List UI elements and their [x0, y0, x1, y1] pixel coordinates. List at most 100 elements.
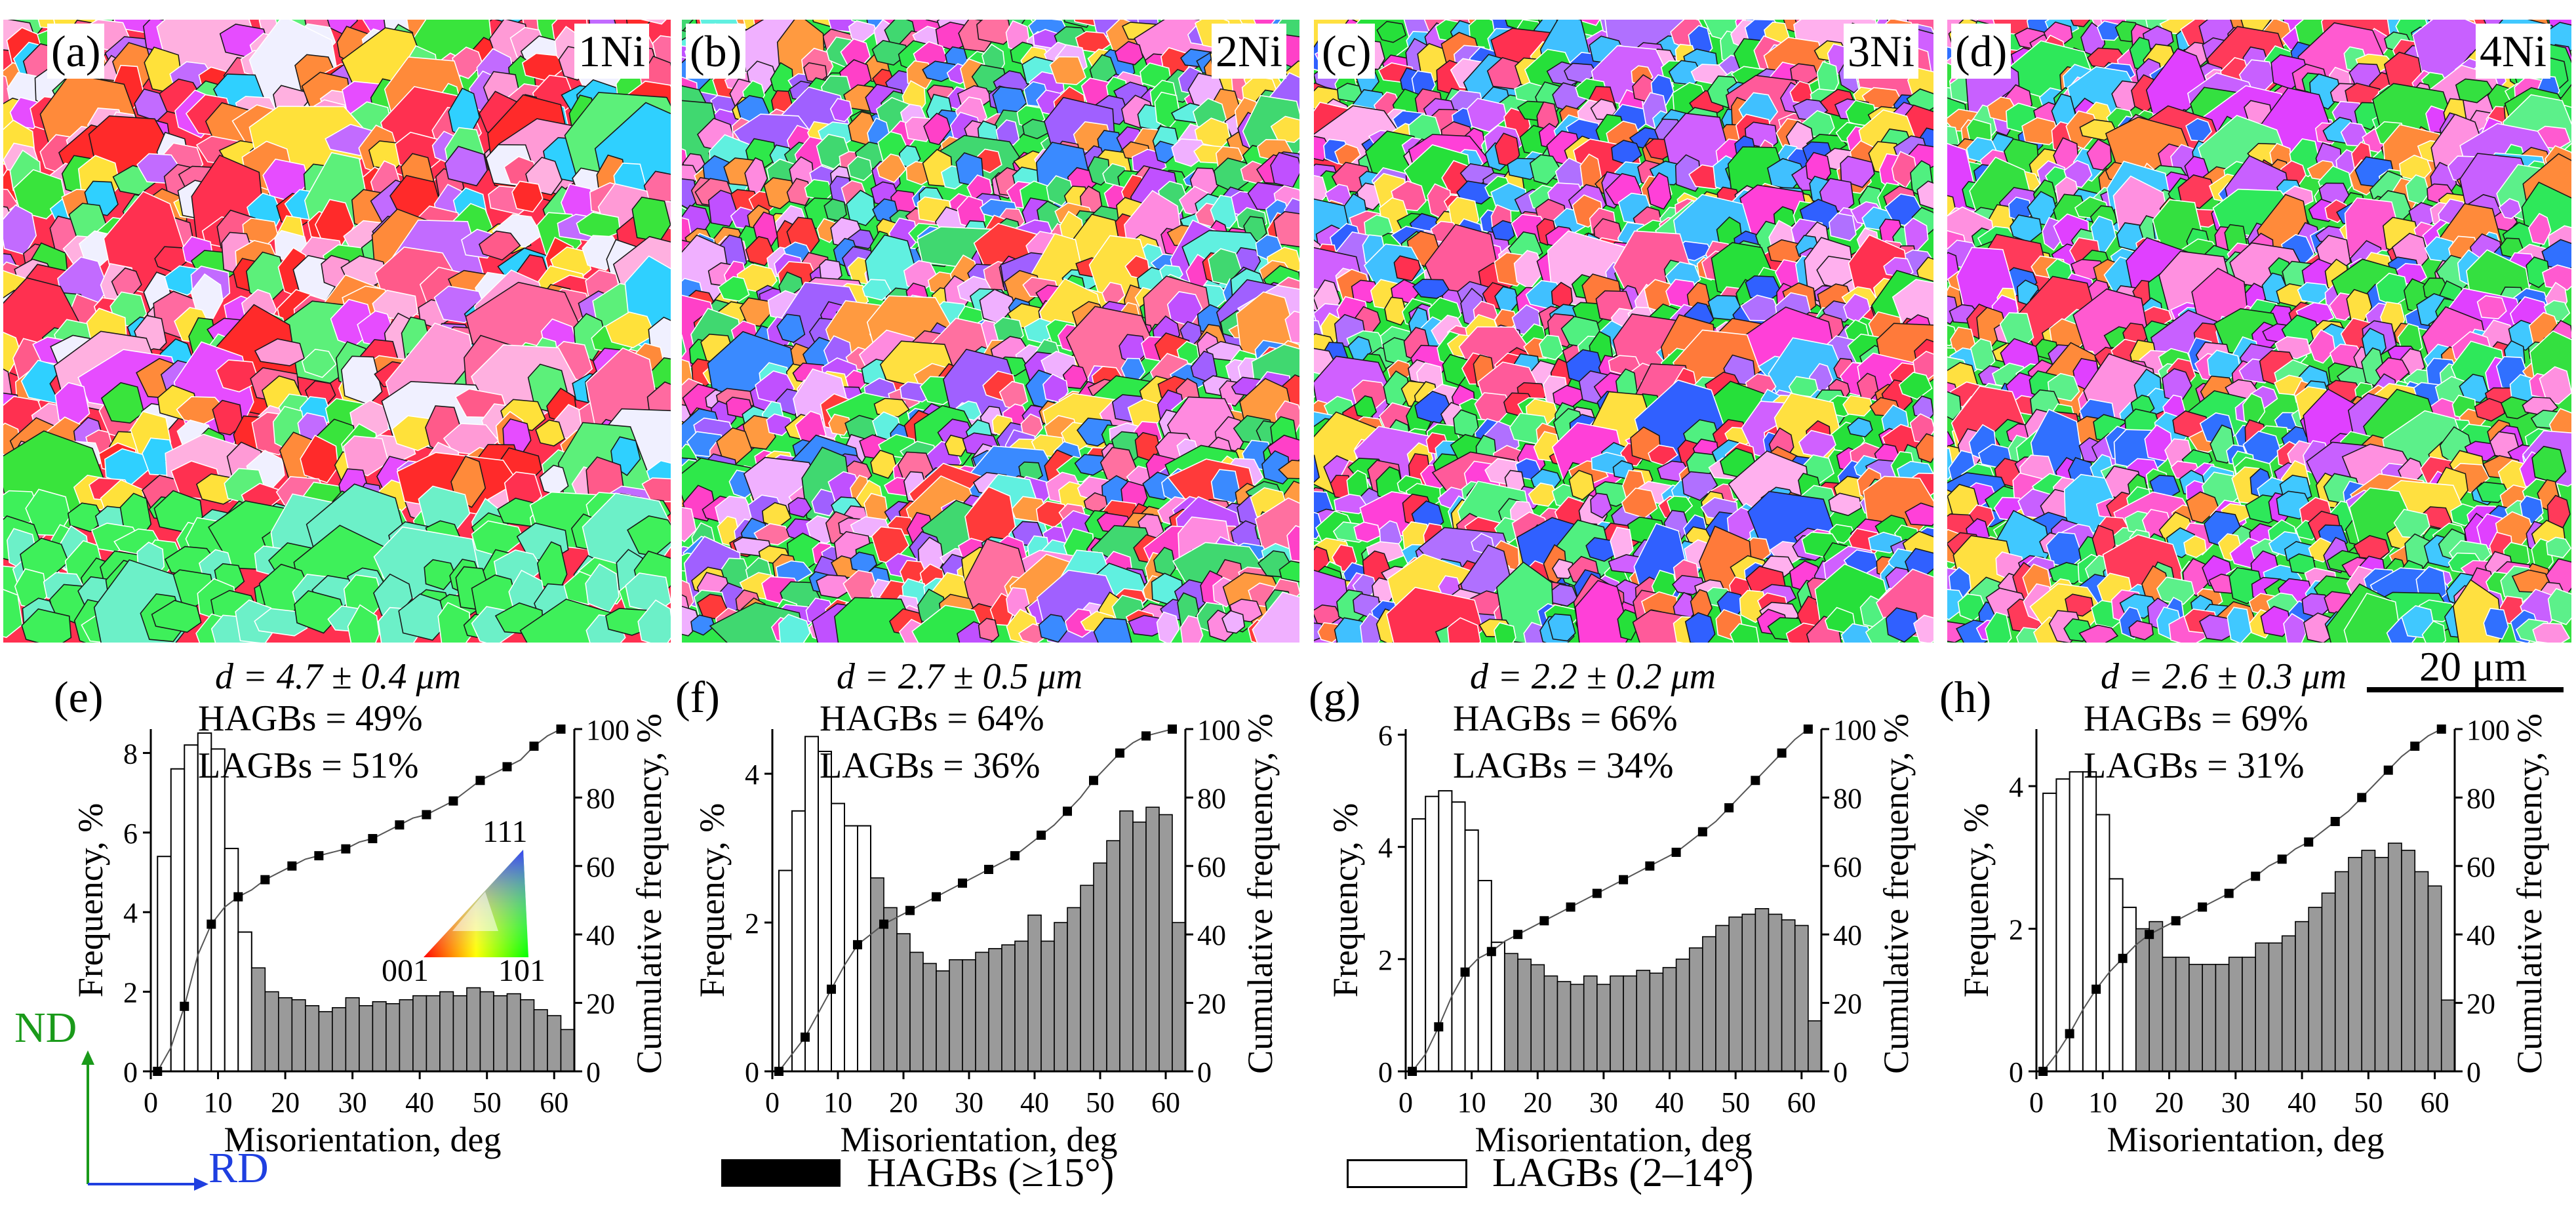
cumulative-marker	[2357, 793, 2367, 803]
lagb-bar	[1490, 942, 1505, 1072]
ipf-label-101: 101	[498, 953, 545, 988]
hagb-bar	[922, 963, 937, 1072]
hagb-bar	[2440, 999, 2455, 1072]
hagb-bar	[251, 967, 266, 1072]
cumulative-marker	[1037, 830, 1046, 840]
cumulative-marker	[1566, 902, 1575, 912]
cumulative-line	[1412, 728, 1809, 1072]
hagb-bar	[1145, 806, 1160, 1072]
hagb-bar	[2321, 892, 2336, 1072]
ebsd-grains	[1947, 20, 2571, 643]
hagb-fraction-label: HAGBs = 64%	[820, 698, 1044, 739]
y-tick-label: 6	[1378, 720, 1393, 752]
cumulative-marker	[2383, 765, 2393, 775]
hagb-bar	[896, 933, 911, 1072]
x-axis-label: Misorientation, deg	[224, 1120, 502, 1159]
cumulative-marker	[368, 834, 378, 844]
x-tick-label: 60	[1151, 1086, 1180, 1119]
y2-axis-label: Cumulative frequency, %	[629, 713, 669, 1074]
cumulative-marker	[1751, 776, 1760, 785]
hagb-bar	[1702, 936, 1716, 1072]
y2-tick-label: 40	[2467, 919, 2495, 951]
hagb-bar	[2361, 850, 2376, 1072]
x-axis-label: Misorientation, deg	[1475, 1120, 1753, 1159]
lagb-bar	[184, 744, 199, 1072]
hagb-bar	[493, 995, 508, 1072]
x-tick-label: 20	[2155, 1086, 2184, 1119]
panel-letter-c: (c)	[1318, 24, 1376, 79]
hagb-bar	[1583, 975, 1598, 1072]
hagb-bar	[962, 959, 976, 1072]
y-axis-label: Frequency, %	[1956, 803, 1996, 997]
hagb-bar	[1636, 970, 1651, 1072]
hagb-bar	[466, 987, 481, 1072]
y-tick-label: 2	[745, 907, 759, 940]
hagb-bar	[2149, 921, 2164, 1072]
hagb-bar	[949, 959, 963, 1072]
hagb-bar	[1808, 1020, 1822, 1072]
y2-tick-label: 60	[1833, 851, 1862, 883]
lagb-bar	[157, 856, 172, 1072]
ipf-label-111: 111	[483, 814, 527, 849]
y-tick-label: 2	[2009, 914, 2023, 946]
hagb-bar	[1040, 940, 1055, 1072]
scale-bar-line	[2367, 687, 2564, 692]
hagb-bar	[318, 1011, 333, 1072]
y2-tick-label: 0	[2467, 1056, 2481, 1088]
x-tick-label: 0	[144, 1086, 158, 1119]
hagb-bar	[2215, 964, 2230, 1072]
hagb-bar	[1001, 944, 1016, 1072]
legend-lagb-label: LAGBs (2–14°)	[1492, 1151, 1754, 1195]
hagb-bar	[1132, 822, 1147, 1072]
hagb-bar	[1741, 913, 1756, 1072]
hagb-bar	[1517, 959, 1532, 1072]
hagb-bar	[1596, 983, 1611, 1072]
y2-tick-label: 60	[1197, 851, 1226, 883]
hagb-bar	[1530, 964, 1545, 1072]
x-tick-label: 40	[2288, 1086, 2316, 1119]
cumulative-marker	[801, 1032, 810, 1042]
hagb-bar	[2228, 957, 2243, 1072]
hagb-bar	[936, 970, 950, 1072]
x-tick-label: 20	[271, 1086, 300, 1119]
hagb-bar	[1543, 975, 1558, 1072]
x-tick-label: 0	[1398, 1086, 1413, 1119]
hagb-bar	[1623, 975, 1638, 1072]
cumulative-marker	[984, 865, 993, 875]
y2-tick-label: 20	[586, 988, 615, 1020]
y-tick-label: 0	[123, 1056, 138, 1088]
y-tick-label: 4	[123, 897, 138, 929]
cumulative-marker	[1724, 803, 1734, 813]
y2-tick-label: 40	[1833, 919, 1862, 951]
hagb-bar	[1106, 840, 1120, 1072]
lagb-bar	[1451, 801, 1466, 1072]
x-tick-label: 40	[1655, 1086, 1684, 1119]
cumulative-marker	[207, 919, 216, 929]
hagb-bar	[1172, 922, 1186, 1072]
cumulative-marker	[932, 892, 941, 902]
cumulative-marker	[1460, 967, 1470, 977]
legend-hagb-label: HAGBs (≥15°)	[867, 1151, 1115, 1195]
hagb-bar	[2281, 935, 2296, 1072]
cumulative-marker	[2091, 984, 2101, 994]
hagb-bar	[372, 1001, 387, 1072]
cumulative-line	[778, 728, 1173, 1072]
y2-tick-label: 80	[1833, 782, 1862, 814]
y2-tick-label: 100	[2467, 714, 2510, 746]
grain-size-label: d = 2.2 ± 0.2 μm	[1470, 656, 1716, 697]
lagb-fraction-label: LAGBs = 31%	[2084, 745, 2304, 786]
hagb-bar	[1080, 884, 1094, 1072]
y2-tick-label: 80	[1197, 782, 1226, 814]
cumulative-marker	[2065, 1029, 2074, 1039]
grain-size-label: d = 2.6 ± 0.3 μm	[2101, 656, 2347, 697]
cumulative-marker	[2304, 837, 2314, 847]
x-tick-label: 0	[765, 1086, 780, 1119]
nd-label: ND	[14, 1004, 77, 1052]
cumulative-marker	[827, 984, 836, 994]
hagb-bar	[1119, 810, 1134, 1072]
x-tick-label: 10	[1457, 1086, 1486, 1119]
hagb-bar	[560, 1029, 575, 1072]
cumulative-marker	[1671, 847, 1681, 857]
hagb-bar	[2427, 885, 2442, 1072]
hagb-bar	[533, 1009, 548, 1072]
